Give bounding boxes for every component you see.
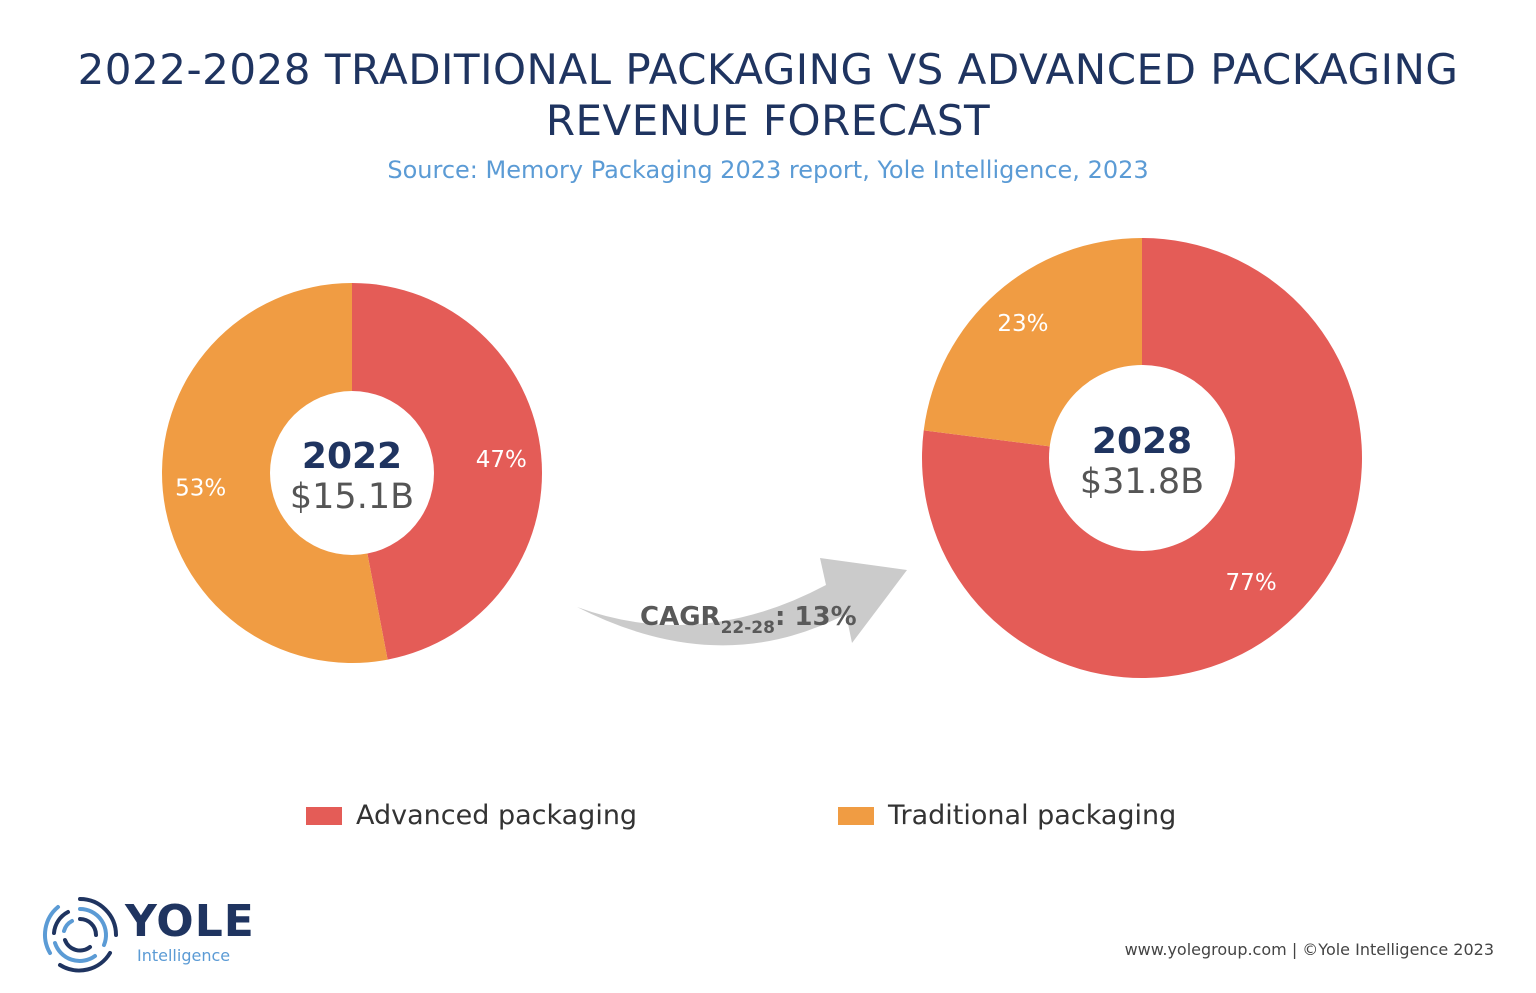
legend-label: Traditional packaging bbox=[888, 800, 1177, 831]
yole-logo-icon bbox=[43, 897, 118, 973]
slice-label: 53% bbox=[175, 475, 226, 501]
legend-item-traditional: Traditional packaging bbox=[838, 800, 1176, 831]
slice-label: 23% bbox=[997, 311, 1048, 337]
donut-hole bbox=[270, 391, 434, 555]
donut-total: $15.1B bbox=[290, 477, 414, 517]
logo-name: YOLE bbox=[125, 896, 255, 947]
cagr-label: CAGR22-28: 13% bbox=[640, 602, 857, 638]
donut-total: $31.8B bbox=[1080, 462, 1204, 502]
cagr-arrow bbox=[577, 558, 907, 646]
donut-year: 2022 bbox=[302, 436, 402, 477]
legend-label: Advanced packaging bbox=[356, 800, 638, 831]
legend-item-advanced: Advanced packaging bbox=[306, 800, 637, 831]
legend-swatch-traditional bbox=[838, 806, 874, 825]
chart-subtitle: Source: Memory Packaging 2023 report, Yo… bbox=[387, 156, 1149, 184]
footer-text: www.yolegroup.com | ©Yole Intelligence 2… bbox=[1124, 940, 1494, 959]
slice-2022-advanced bbox=[352, 283, 543, 660]
donut-year: 2028 bbox=[1092, 421, 1192, 462]
donut-hole bbox=[1049, 365, 1235, 551]
legend-swatch-advanced bbox=[306, 806, 342, 825]
slice-label: 77% bbox=[1226, 570, 1277, 596]
chart-title: 2022-2028 TRADITIONAL PACKAGING VS ADVAN… bbox=[77, 45, 1459, 145]
slice-label: 47% bbox=[476, 447, 527, 473]
logo-subtitle: Intelligence bbox=[137, 946, 231, 965]
